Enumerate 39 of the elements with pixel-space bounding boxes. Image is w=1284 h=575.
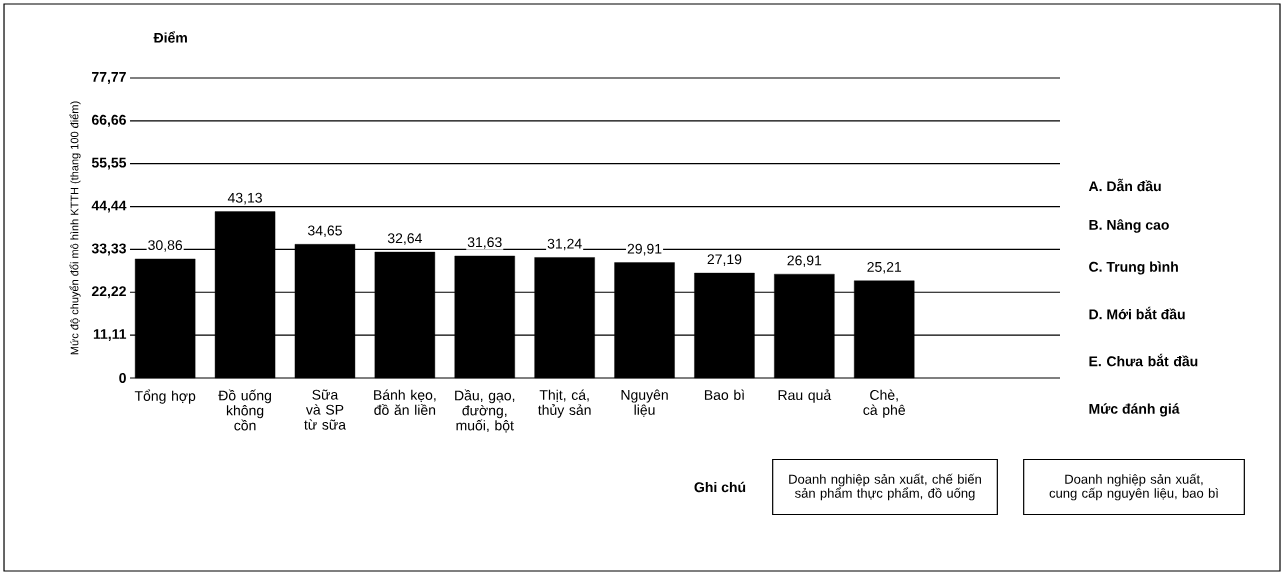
x-tick-label: Rau quả [778,389,832,403]
text: Điểm [153,31,187,43]
x-tick-label: Sữa và SP từ sữa [304,389,346,430]
x-tick-label: Đồ uống không cồn [218,389,271,431]
text: Mức đánh giá [1089,403,1180,417]
y-tick-label: 0 [119,373,126,383]
text: E. Chưa bắt đầu [1089,353,1198,367]
data-label: 31,63 [467,237,502,249]
y-tick-label: 33,33 [91,243,126,256]
text: C. Trung bình [1089,261,1178,275]
text: Ghi chú [694,481,746,493]
data-label: 26,91 [787,255,822,267]
x-tick-label: Dầu, gạo, đường, muối, bột [455,389,515,433]
x-tick-label: Bánh kẹo, đồ ăn liền [374,389,436,415]
y-tick-label: 44,44 [91,200,127,213]
x-tick-label: Nguyên liệu [621,389,668,417]
x-tick-label: Thịt, cá, thủy sản [538,389,591,418]
y-axis-title: Mức độ chuyển đổi mô hình KTTH (thang 100 điểm) [69,101,81,355]
data-label: 27,19 [707,254,742,266]
text: Doanh nghiệp sản xuất, cung cấp nguyên liệu, bao bì [1049,473,1219,501]
data-label: 43,13 [227,192,262,205]
data-label: 30,86 [148,240,183,252]
data-label: 32,64 [387,233,422,245]
text: A. Dẫn đầu [1088,178,1161,192]
x-tick-label: Bao bì [704,389,745,400]
data-label: 29,91 [627,243,662,256]
text: Doanh nghiệp sản xuất, chế biến sản phẩm thực phẩm, đồ uống [789,473,981,501]
data-label: 34,65 [307,225,342,238]
y-tick-label: 77,77 [92,72,126,84]
y-tick-label: 22,22 [91,286,126,299]
data-label: 31,24 [547,238,582,251]
y-tick-label: 66,66 [91,114,126,127]
data-label: 25,21 [867,261,902,274]
x-tick-label: Chè, cà phê [863,389,906,418]
x-tick-label: Tổng hợp [134,389,196,404]
y-tick-label: 55,55 [91,157,127,170]
text: D. Mới bắt đầu [1089,306,1185,320]
text: B. Nâng cao [1089,219,1169,233]
y-tick-label: 11,11 [93,329,127,342]
